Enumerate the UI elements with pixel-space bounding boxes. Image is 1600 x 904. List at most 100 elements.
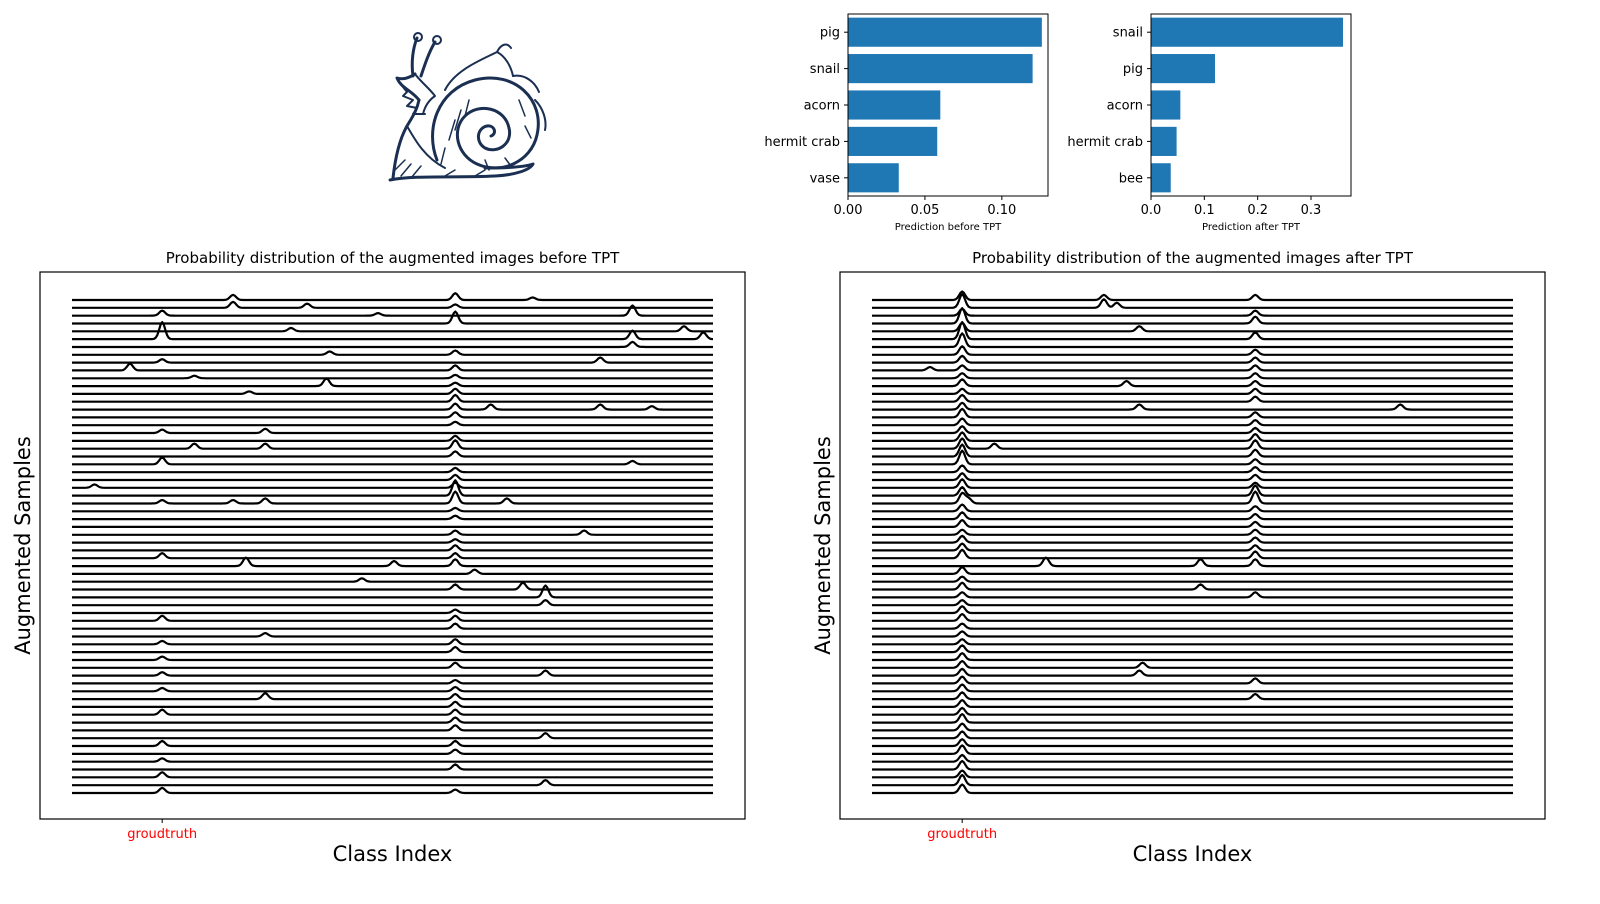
sample-line <box>872 401 1513 411</box>
sample-line <box>872 630 1513 638</box>
sample-line <box>872 706 1513 716</box>
sample-line <box>872 644 1513 654</box>
sample-line <box>872 307 1513 325</box>
sample-line <box>72 450 713 458</box>
bar <box>1151 163 1171 193</box>
sample-line <box>872 691 1513 701</box>
x-axis-label: Prediction after TPT <box>1202 222 1301 233</box>
sample-line <box>72 387 713 395</box>
sample-line <box>72 362 713 372</box>
sample-line <box>72 581 713 591</box>
sample-line <box>872 783 1513 795</box>
plot-frame <box>839 271 1546 820</box>
sample-line <box>72 622 713 630</box>
sample-line <box>872 699 1513 708</box>
sample-line <box>72 420 713 427</box>
chart-title: Probability distribution of the augmente… <box>166 249 620 267</box>
category-label: acorn <box>804 99 840 114</box>
sample-line <box>72 645 713 654</box>
sample-line <box>72 538 713 544</box>
sample-line <box>72 481 713 489</box>
snail-sketch-image <box>385 30 555 190</box>
bar <box>848 90 941 120</box>
sample-line <box>872 605 1513 615</box>
sample-line <box>72 608 713 615</box>
plot-frame <box>847 13 1049 197</box>
sample-line <box>72 473 713 482</box>
sample-line <box>872 437 1513 450</box>
sample-line <box>72 349 713 356</box>
bar <box>848 163 899 193</box>
sample-line <box>72 439 713 450</box>
sample-line <box>72 748 713 755</box>
ridge-lines <box>872 290 1513 795</box>
sample-line <box>872 599 1513 607</box>
sample-line <box>72 724 713 732</box>
category-label: pig <box>1123 62 1143 77</box>
sample-line <box>72 552 713 560</box>
prediction-bar-charts: pig snail acorn hermit crab vase 0.00 0.05 0.10… <box>760 0 1400 245</box>
sample-line <box>72 514 713 521</box>
x-tick-label: 0.2 <box>1247 203 1268 218</box>
sample-line <box>872 548 1513 560</box>
sample-line <box>72 678 713 685</box>
sample-line <box>872 293 1513 309</box>
category-label: acorn <box>1107 99 1143 114</box>
sample-line <box>872 773 1513 787</box>
sample-line <box>872 407 1513 419</box>
x-axis-label: Class Index <box>1133 842 1253 866</box>
plot-frame <box>1150 13 1352 197</box>
sample-line <box>872 683 1513 693</box>
x-tick-label: 0.1 <box>1194 203 1215 218</box>
sample-line <box>872 490 1513 505</box>
snail-drawing <box>388 32 547 182</box>
bar <box>1151 17 1343 47</box>
sample-line <box>72 356 713 364</box>
sample-line <box>872 591 1513 599</box>
sample-line <box>872 556 1513 568</box>
sample-line <box>872 753 1513 763</box>
sample-line <box>72 632 713 638</box>
sample-line <box>872 364 1513 372</box>
sample-line <box>72 556 713 568</box>
sample-line <box>872 484 1513 497</box>
sample-line <box>72 479 713 497</box>
sample-line <box>872 769 1513 779</box>
sample-line <box>872 464 1513 474</box>
sample-line <box>72 427 713 435</box>
sample-line <box>872 449 1513 466</box>
ridgeline-after-tpt: Probability distribution of the augmente… <box>800 240 1600 900</box>
sample-line <box>872 387 1513 395</box>
sample-line <box>872 542 1513 552</box>
sample-line <box>872 478 1513 489</box>
sample-line <box>872 575 1513 583</box>
bar <box>1151 54 1215 84</box>
sample-line <box>72 373 713 380</box>
sample-line <box>72 411 713 419</box>
sample-line <box>872 638 1513 646</box>
x-axis-label: Class Index <box>333 842 453 866</box>
sample-line <box>872 511 1513 521</box>
sample-line <box>72 669 713 677</box>
sample-line <box>72 685 713 693</box>
sample-line <box>72 310 713 325</box>
sample-line <box>872 519 1513 528</box>
sample-line <box>872 534 1513 544</box>
sample-line <box>72 599 713 607</box>
ridgeline-before-svg: Probability distribution of the augmente… <box>11 249 746 866</box>
sample-line <box>72 779 713 787</box>
category-label: hermit crab <box>1067 135 1143 150</box>
sample-line <box>72 544 713 552</box>
sample-line <box>872 675 1513 685</box>
sample-line <box>72 584 713 599</box>
sample-line <box>872 378 1513 388</box>
sample-line <box>72 661 713 669</box>
bar <box>1151 90 1181 120</box>
bar-chart-before: pig snail acorn hermit crab vase 0.00 0.05 0.10… <box>764 13 1049 233</box>
sample-line <box>872 713 1513 724</box>
sample-line <box>872 393 1513 403</box>
category-label: hermit crab <box>764 135 840 150</box>
ridgeline-after-svg: Probability distribution of the augmente… <box>811 249 1546 866</box>
sample-line <box>72 763 713 771</box>
sample-line <box>72 732 713 740</box>
